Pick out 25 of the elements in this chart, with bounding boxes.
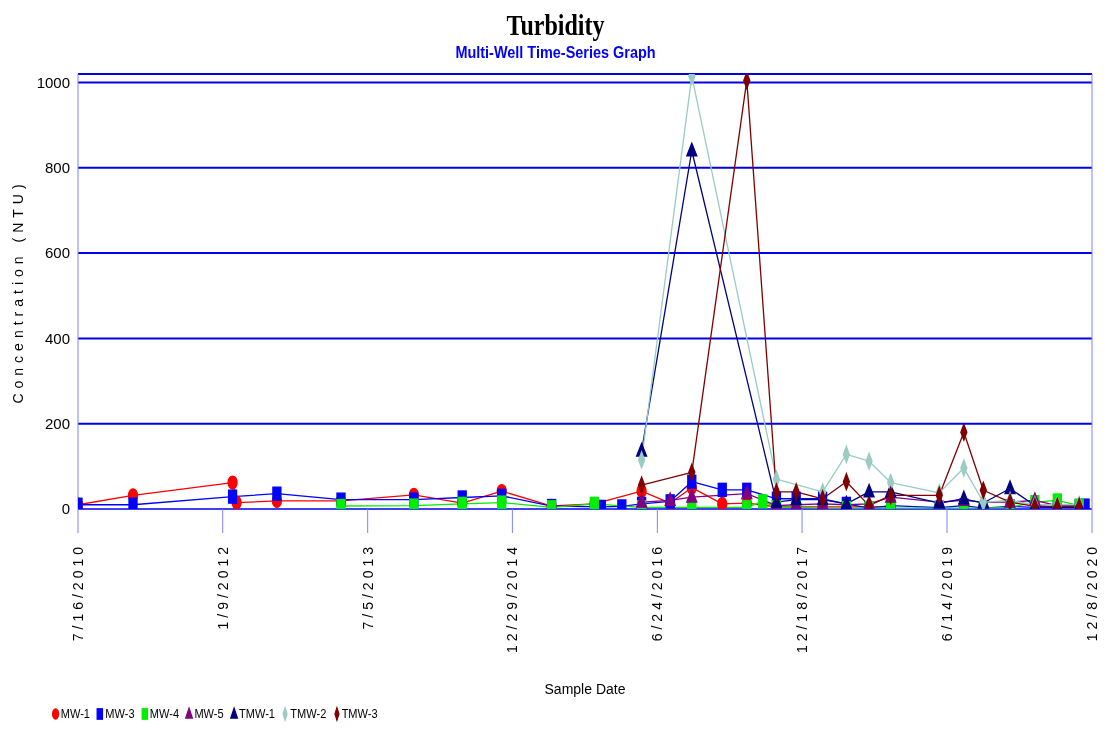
legend-label: TMW-2: [290, 705, 327, 721]
x-tick-label: 7/5/2013: [359, 543, 376, 630]
legend-label: MW-1: [60, 705, 90, 721]
chart-title: Turbidity: [505, 8, 606, 42]
legend-label: MW-4: [149, 705, 180, 721]
x-tick-label: 12/8/2020: [1084, 543, 1100, 642]
y-tick-label: 200: [44, 415, 70, 433]
legend-label: MW-5: [194, 705, 224, 721]
y-tick-label: 1000: [36, 73, 70, 91]
legend-label: TMW-1: [238, 705, 276, 721]
x-tick-label: 12/18/2017: [794, 543, 811, 654]
y-tick-label: 800: [44, 159, 70, 177]
x-axis-title: Sample Date: [544, 681, 626, 697]
y-tick-label: 400: [44, 329, 70, 347]
y-tick-label: 0: [61, 500, 70, 518]
legend-label: MW-3: [105, 705, 135, 721]
y-tick-label: 600: [44, 244, 70, 262]
y-axis-title: Concentration (NTU): [9, 179, 26, 404]
x-tick-label: 6/24/2016: [649, 543, 666, 642]
x-tick-label: 12/29/2014: [504, 543, 521, 654]
chart-subtitle: Multi-Well Time-Series Graph: [454, 42, 657, 64]
legend-label: TMW-3: [341, 705, 378, 721]
x-tick-label: 7/16/2010: [70, 543, 86, 642]
x-tick-label: 1/9/2012: [214, 543, 231, 630]
x-tick-label: 6/14/2019: [939, 543, 956, 642]
